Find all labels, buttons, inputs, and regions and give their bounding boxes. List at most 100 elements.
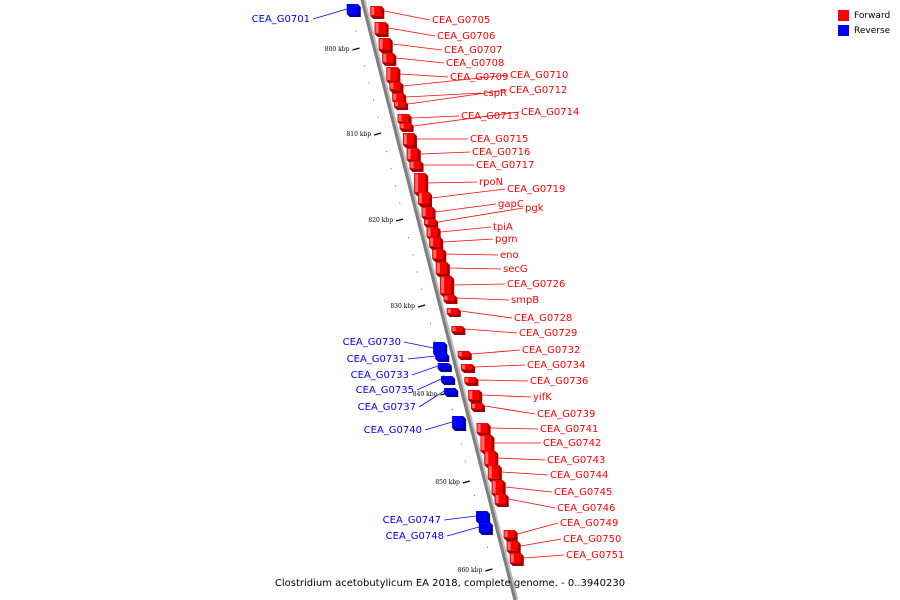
gene-label[interactable]: CEA_G0701	[252, 14, 310, 25]
gene-CEA_G0716[interactable]	[406, 148, 421, 163]
gene-label[interactable]: yifK	[533, 392, 552, 403]
gene-label[interactable]: secG	[503, 264, 528, 275]
gene-CEA_G0736[interactable]	[464, 377, 479, 386]
leader-line	[505, 486, 553, 493]
gene-CEA_G0705[interactable]	[370, 6, 385, 19]
gene-label[interactable]: CEA_G0728	[514, 313, 572, 324]
gene-label[interactable]: CEA_G0715	[470, 134, 528, 145]
gene-label[interactable]: CEA_G0747	[383, 515, 441, 526]
gene-label[interactable]: eno	[500, 250, 519, 261]
gene-label[interactable]: pgk	[525, 203, 544, 214]
gene-label[interactable]: CEA_G0735	[356, 385, 414, 396]
gene-CEA_G0715[interactable]	[402, 133, 417, 148]
gene-label[interactable]: CEA_G0732	[522, 345, 580, 356]
gene-label[interactable]: cspR	[483, 88, 507, 99]
gene-CEA_G0729[interactable]	[451, 326, 466, 335]
gene-label[interactable]: CEA_G0740	[364, 425, 422, 436]
gene-label[interactable]: CEA_G0737	[358, 402, 416, 413]
gene-label[interactable]: CEA_G0731	[347, 354, 405, 365]
gene-label[interactable]: gapC	[498, 199, 524, 210]
gene-label[interactable]: CEA_G0745	[554, 487, 612, 498]
gene-CEA_G0737[interactable]	[444, 388, 459, 397]
gene-CEA_G0739[interactable]	[471, 403, 486, 412]
gene-CEA_G0719[interactable]	[417, 192, 432, 207]
gene-eno[interactable]	[432, 249, 447, 262]
gene-CEA_G0749[interactable]	[503, 530, 518, 541]
gene-label[interactable]: CEA_G0712	[509, 85, 567, 96]
gene-CEA_G0740[interactable]	[452, 416, 467, 431]
gene-label[interactable]: CEA_G0750	[563, 534, 621, 545]
gene-label[interactable]: CEA_G0744	[550, 470, 608, 481]
gene-label[interactable]: CEA_G0705	[432, 15, 490, 26]
gene-CEA_G0745[interactable]	[491, 480, 506, 497]
gene-secG[interactable]	[435, 262, 450, 277]
gene-label[interactable]: rpoN	[479, 177, 503, 188]
gene-label[interactable]: tpiA	[493, 222, 513, 233]
gene-label[interactable]: smpB	[511, 295, 539, 306]
gene-label[interactable]: CEA_G0717	[476, 160, 534, 171]
gene-label[interactable]: CEA_G0751	[566, 550, 624, 561]
gene-CEA_G0710[interactable]	[389, 82, 404, 93]
gene-label[interactable]: CEA_G0707	[444, 45, 502, 56]
gene-CEA_G0746[interactable]	[494, 494, 509, 507]
gene-tpiA[interactable]	[426, 227, 441, 240]
gene-gapC[interactable]	[421, 207, 436, 220]
gene-label[interactable]: CEA_G0733	[351, 370, 409, 381]
gene-CEA_G0708[interactable]	[382, 53, 397, 66]
gene-highlight	[383, 54, 387, 62]
gene-CEA_G0701[interactable]	[346, 4, 361, 17]
gene-label[interactable]: CEA_G0749	[560, 518, 618, 529]
gene-CEA_G0732[interactable]	[457, 351, 472, 360]
gene-CEA_G0747[interactable]	[476, 511, 491, 524]
gene-label[interactable]: CEA_G0710	[510, 70, 568, 81]
tick-label: 860 kbp	[458, 567, 483, 574]
gene-CEA_G0731[interactable]	[435, 353, 450, 362]
gene-box	[476, 511, 488, 521]
gene-CEA_G0713[interactable]	[397, 114, 412, 125]
gene-label[interactable]: pgm	[495, 234, 517, 245]
gene-label[interactable]: CEA_G0734	[527, 360, 585, 371]
gene-label[interactable]: CEA_G0743	[547, 455, 605, 466]
gene-CEA_G0714[interactable]	[399, 123, 414, 132]
gene-CEA_G0741[interactable]	[476, 423, 491, 436]
gene-CEA_G0733[interactable]	[437, 363, 452, 372]
gene-CEA_G0726[interactable]	[440, 276, 455, 297]
gene-label[interactable]: CEA_G0730	[343, 337, 401, 348]
gene-label[interactable]: CEA_G0742	[543, 438, 601, 449]
gene-CEA_G0712[interactable]	[394, 101, 409, 110]
tick-label: 830 kbp	[390, 303, 415, 310]
gene-CEA_G0707[interactable]	[378, 38, 393, 53]
gene-label[interactable]: CEA_G0708	[446, 58, 504, 69]
gene-label[interactable]: CEA_G0714	[521, 107, 579, 118]
gene-CEA_G0748[interactable]	[478, 522, 493, 535]
gene-label[interactable]: CEA_G0741	[540, 424, 598, 435]
gene-rpoN[interactable]	[414, 173, 429, 196]
gene-label[interactable]: CEA_G0706	[437, 31, 495, 42]
gene-CEA_G0750[interactable]	[506, 541, 521, 554]
gene-label[interactable]: CEA_G0719	[507, 184, 565, 195]
gene-label[interactable]: CEA_G0713	[461, 111, 519, 122]
gene-highlight	[418, 193, 422, 203]
gene-yifK[interactable]	[468, 390, 483, 403]
gene-label[interactable]: CEA_G0748	[386, 531, 444, 542]
gene-label[interactable]: CEA_G0746	[557, 503, 615, 514]
gene-CEA_G0717[interactable]	[409, 161, 424, 172]
gene-label[interactable]: CEA_G0726	[507, 279, 565, 290]
gene-label[interactable]: CEA_G0716	[472, 147, 530, 158]
gene-CEA_G0709[interactable]	[386, 67, 401, 84]
gene-label[interactable]: CEA_G0736	[530, 376, 588, 387]
gene-label[interactable]: CEA_G0709	[450, 72, 508, 83]
gene-CEA_G0743[interactable]	[484, 451, 499, 468]
gene-CEA_G0742[interactable]	[480, 435, 495, 454]
gene-CEA_G0735[interactable]	[441, 376, 456, 385]
gene-label[interactable]: CEA_G0729	[519, 328, 577, 339]
gene-smpB[interactable]	[443, 295, 458, 304]
gene-CEA_G0706[interactable]	[374, 22, 389, 37]
gene-CEA_G0728[interactable]	[446, 308, 461, 317]
gene-pgk[interactable]	[424, 219, 439, 228]
gene-CEA_G0744[interactable]	[487, 465, 502, 482]
gene-label[interactable]: CEA_G0739	[537, 409, 595, 420]
gene-CEA_G0734[interactable]	[461, 364, 476, 373]
gene-CEA_G0751[interactable]	[509, 553, 524, 566]
gene-pgm[interactable]	[429, 237, 444, 250]
